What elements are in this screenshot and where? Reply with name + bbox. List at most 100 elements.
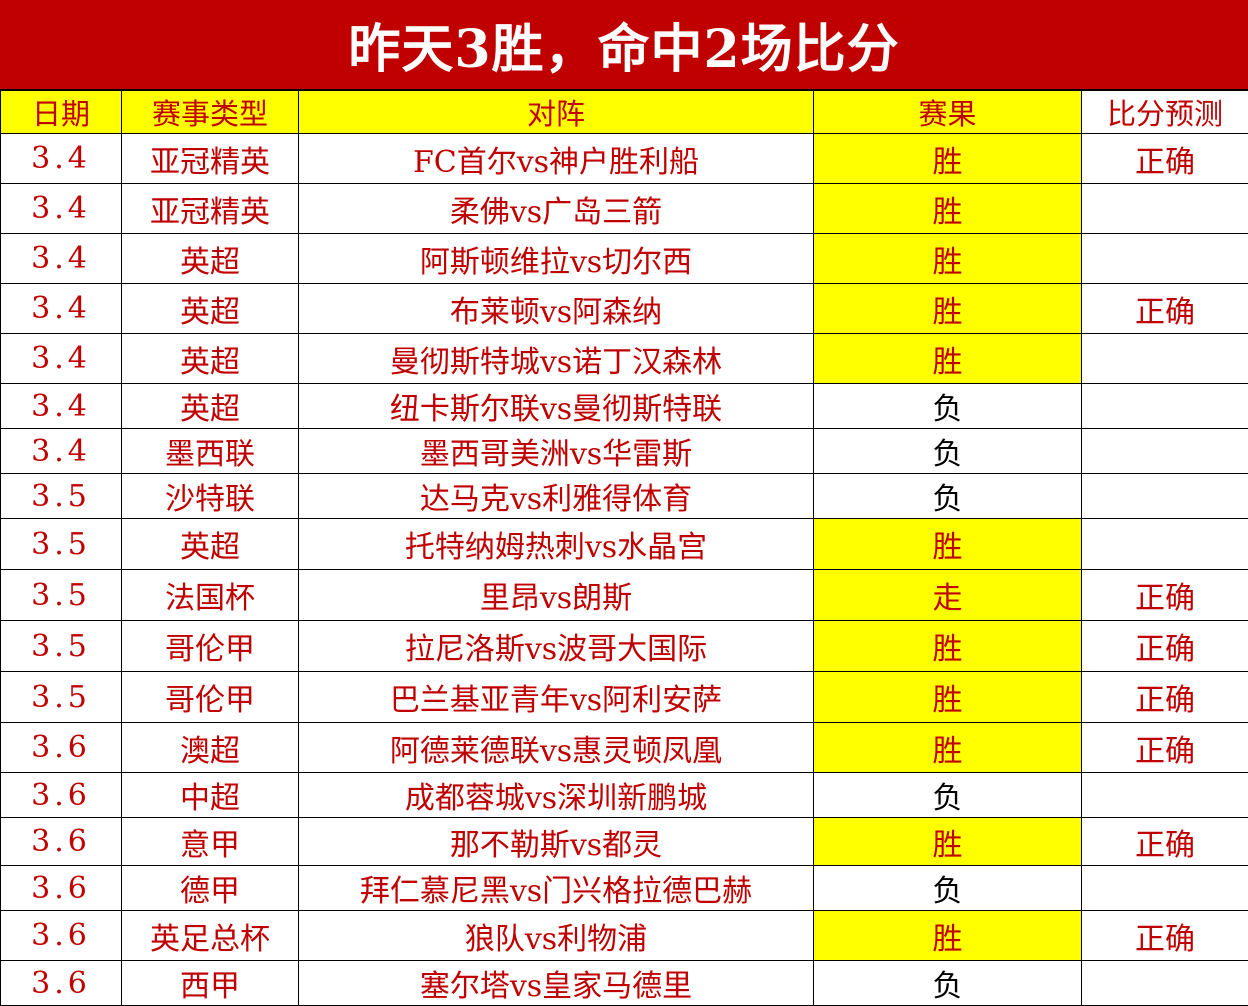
cell-league: 西甲 xyxy=(122,961,299,1006)
cell-date: 3.6 xyxy=(1,723,122,773)
page-title: 昨天3胜，命中2场比分 xyxy=(0,0,1248,90)
cell-date: 3.5 xyxy=(1,519,122,570)
cell-date: 3.4 xyxy=(1,234,122,284)
cell-date: 3.6 xyxy=(1,911,122,961)
cell-prediction: 正确 xyxy=(1082,818,1248,866)
cell-prediction xyxy=(1082,866,1248,911)
cell-date: 3.5 xyxy=(1,672,122,723)
cell-match: 巴兰基亚青年vs阿利安萨 xyxy=(299,672,814,723)
cell-prediction: 正确 xyxy=(1082,723,1248,773)
cell-result: 胜 xyxy=(814,672,1082,723)
cell-match: 狼队vs利物浦 xyxy=(299,911,814,961)
cell-league: 哥伦甲 xyxy=(122,672,299,723)
cell-result: 胜 xyxy=(814,911,1082,961)
cell-date: 3.5 xyxy=(1,570,122,621)
cell-prediction: 正确 xyxy=(1082,134,1248,184)
cell-match: 里昂vs朗斯 xyxy=(299,570,814,621)
header-prediction: 比分预测 xyxy=(1082,91,1248,134)
cell-match: 纽卡斯尔联vs曼彻斯特联 xyxy=(299,384,814,429)
cell-match: 布莱顿vs阿森纳 xyxy=(299,284,814,334)
cell-match: 拉尼洛斯vs波哥大国际 xyxy=(299,621,814,672)
cell-date: 3.4 xyxy=(1,384,122,429)
cell-league: 德甲 xyxy=(122,866,299,911)
header-date: 日期 xyxy=(1,91,122,134)
cell-result: 胜 xyxy=(814,134,1082,184)
cell-league: 英足总杯 xyxy=(122,911,299,961)
cell-league: 中超 xyxy=(122,773,299,818)
cell-prediction: 正确 xyxy=(1082,672,1248,723)
cell-prediction xyxy=(1082,334,1248,384)
cell-prediction xyxy=(1082,961,1248,1006)
cell-match: 成都蓉城vs深圳新鹏城 xyxy=(299,773,814,818)
cell-league: 英超 xyxy=(122,334,299,384)
cell-prediction: 正确 xyxy=(1082,570,1248,621)
cell-match: 那不勒斯vs都灵 xyxy=(299,818,814,866)
cell-league: 英超 xyxy=(122,234,299,284)
cell-result: 胜 xyxy=(814,184,1082,234)
cell-date: 3.6 xyxy=(1,866,122,911)
cell-league: 英超 xyxy=(122,384,299,429)
cell-prediction: 正确 xyxy=(1082,911,1248,961)
cell-date: 3.4 xyxy=(1,429,122,474)
cell-league: 法国杯 xyxy=(122,570,299,621)
cell-prediction xyxy=(1082,384,1248,429)
cell-result: 胜 xyxy=(814,234,1082,284)
cell-prediction xyxy=(1082,184,1248,234)
cell-match: 塞尔塔vs皇家马德里 xyxy=(299,961,814,1006)
cell-result: 胜 xyxy=(814,334,1082,384)
cell-league: 亚冠精英 xyxy=(122,184,299,234)
cell-league: 墨西联 xyxy=(122,429,299,474)
cell-league: 英超 xyxy=(122,519,299,570)
header-match: 对阵 xyxy=(299,91,814,134)
cell-result: 胜 xyxy=(814,818,1082,866)
cell-league: 英超 xyxy=(122,284,299,334)
cell-prediction: 正确 xyxy=(1082,621,1248,672)
cell-result: 负 xyxy=(814,429,1082,474)
cell-result: 负 xyxy=(814,773,1082,818)
cell-date: 3.5 xyxy=(1,621,122,672)
cell-league: 澳超 xyxy=(122,723,299,773)
cell-date: 3.4 xyxy=(1,184,122,234)
cell-result: 胜 xyxy=(814,723,1082,773)
cell-prediction xyxy=(1082,474,1248,519)
cell-result: 负 xyxy=(814,866,1082,911)
cell-prediction: 正确 xyxy=(1082,284,1248,334)
cell-prediction xyxy=(1082,429,1248,474)
cell-result: 走 xyxy=(814,570,1082,621)
cell-prediction xyxy=(1082,234,1248,284)
cell-prediction xyxy=(1082,773,1248,818)
cell-date: 3.4 xyxy=(1,284,122,334)
cell-match: 阿德莱德联vs惠灵顿凤凰 xyxy=(299,723,814,773)
cell-match: 阿斯顿维拉vs切尔西 xyxy=(299,234,814,284)
cell-match: 托特纳姆热刺vs水晶宫 xyxy=(299,519,814,570)
cell-prediction xyxy=(1082,519,1248,570)
cell-match: 墨西哥美洲vs华雷斯 xyxy=(299,429,814,474)
cell-league: 哥伦甲 xyxy=(122,621,299,672)
cell-date: 3.6 xyxy=(1,773,122,818)
cell-date: 3.5 xyxy=(1,474,122,519)
cell-result: 负 xyxy=(814,384,1082,429)
cell-league: 沙特联 xyxy=(122,474,299,519)
cell-result: 胜 xyxy=(814,621,1082,672)
cell-result: 胜 xyxy=(814,284,1082,334)
cell-match: FC首尔vs神户胜利船 xyxy=(299,134,814,184)
cell-date: 3.4 xyxy=(1,334,122,384)
cell-match: 拜仁慕尼黑vs门兴格拉德巴赫 xyxy=(299,866,814,911)
cell-match: 柔佛vs广岛三箭 xyxy=(299,184,814,234)
